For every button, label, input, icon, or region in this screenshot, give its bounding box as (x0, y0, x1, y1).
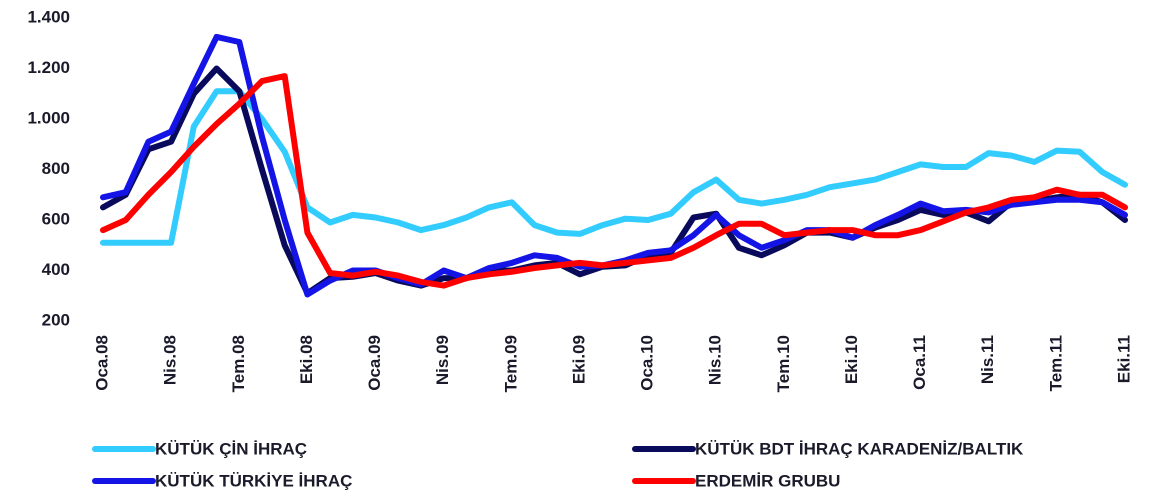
y-tick-label: 1.400 (27, 7, 70, 26)
y-tick-label: 400 (42, 260, 70, 279)
x-tick-label: Tem.11 (1046, 335, 1065, 391)
series-line (100, 88, 1128, 246)
y-tick-label: 800 (42, 159, 70, 178)
legend-label: KÜTÜK BDT İHRAÇ KARADENİZ/BALTIK (695, 439, 1024, 458)
x-tick-label: Oca.08 (92, 335, 111, 391)
y-tick-label: 1.000 (27, 108, 70, 127)
y-tick-label: 200 (42, 310, 70, 329)
legend-label: KÜTÜK TÜRKİYE İHRAÇ (155, 471, 352, 490)
x-tick-label: Nis.09 (433, 335, 452, 385)
x-tick-label: Tem.08 (229, 335, 248, 392)
x-tick-label: Nis.08 (161, 335, 180, 385)
x-tick-label: Eki.08 (297, 335, 316, 384)
x-tick-label: Tem.09 (501, 335, 520, 392)
legend-label: KÜTÜK ÇİN İHRAÇ (155, 439, 307, 458)
legend-label: ERDEMİR GRUBU (695, 471, 840, 490)
x-tick-label: Eki.11 (1114, 335, 1133, 383)
x-tick-label: Eki.09 (569, 335, 588, 384)
x-tick-label: Oca.09 (365, 335, 384, 391)
y-tick-label: 600 (42, 209, 70, 228)
x-tick-label: Oca.11 (910, 335, 929, 390)
y-tick-label: 1.200 (27, 58, 70, 77)
x-tick-label: Nis.11 (978, 335, 997, 384)
x-tick-label: Tem.10 (774, 335, 793, 392)
series-line (100, 73, 1128, 289)
x-tick-label: Eki.10 (842, 335, 861, 384)
x-tick-label: Nis.10 (706, 335, 725, 385)
x-tick-label: Oca.10 (638, 335, 657, 391)
